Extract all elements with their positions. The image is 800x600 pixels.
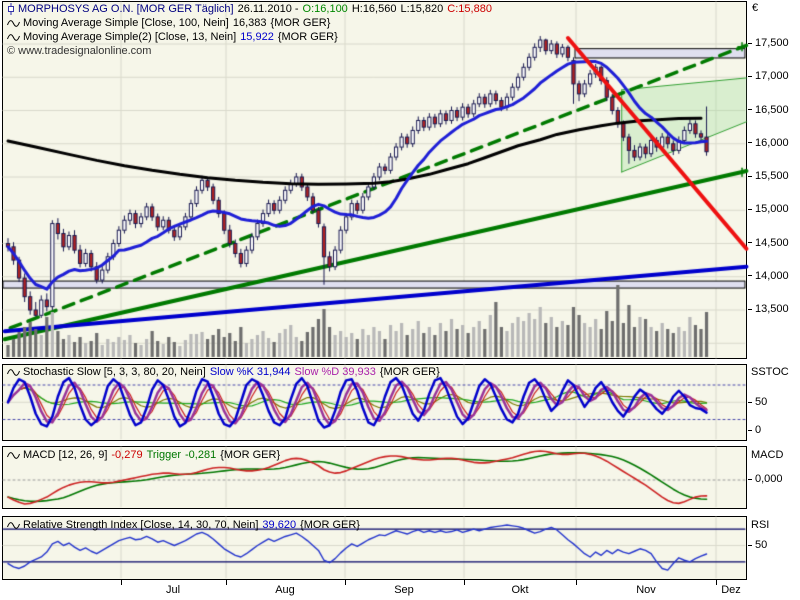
month-tick xyxy=(716,579,717,585)
ma13-label: Moving Average Simple(2) [Close, 13, Nei… xyxy=(23,31,237,43)
symbol-header: MORPHOSYS AG O.N. [MOR GER Täglich] 26.1… xyxy=(7,3,496,15)
y-axis-label: 14,500 xyxy=(748,237,789,249)
month-label: Aug xyxy=(275,584,295,596)
ma13-value: 15,922 xyxy=(240,31,274,43)
stochastic-tick-50: 50 xyxy=(748,396,767,408)
y-axis-label: 15,500 xyxy=(748,170,789,182)
rsi-value: 39,620 xyxy=(262,519,297,531)
rsi-title: Relative Strength Index [Close, 14, 30, … xyxy=(23,519,259,531)
macd-title: MACD [12, 26, 9] xyxy=(23,449,108,461)
month-label: Okt xyxy=(511,584,529,596)
macd-context: {MOR GER} xyxy=(220,449,281,461)
month-tick xyxy=(345,579,346,585)
y-axis-label: 13,500 xyxy=(748,303,789,315)
wave-icon xyxy=(7,33,20,42)
ma100-context: {MOR GER} xyxy=(270,17,331,29)
ma13-context: {MOR GER} xyxy=(277,31,338,43)
month-label: Jul xyxy=(165,584,181,596)
macd-axis-title: MACD xyxy=(751,449,784,461)
stochastic-k-value: Slow %K 31,944 xyxy=(209,366,291,378)
currency-symbol: € xyxy=(752,2,759,14)
rsi-axis-title: RSI xyxy=(751,519,770,531)
stochastic-d-value: Slow %D 39,933 xyxy=(294,366,376,378)
y-axis-label: 17,000 xyxy=(748,70,789,82)
month-tick xyxy=(226,579,227,585)
stochastic-axis-title: SSTOC xyxy=(751,366,789,378)
macd-value: -0,279 xyxy=(111,449,143,461)
y-axis-label: 15,000 xyxy=(748,203,789,215)
stochastic-legend: Stochastic Slow [5, 3, 3, 80, 20, Nein] … xyxy=(7,366,444,378)
wave-icon xyxy=(7,19,20,28)
y-axis-label: 16,000 xyxy=(748,137,789,149)
rsi-context: {MOR GER} xyxy=(300,519,360,531)
month-label: Sep xyxy=(394,584,414,596)
macd-tick-zero: 0,000 xyxy=(748,473,783,485)
macd-legend: MACD [12, 26, 9] -0,279 Trigger -0,281 {… xyxy=(7,449,284,461)
macd-trigger-label: Trigger xyxy=(146,449,182,461)
month-tick xyxy=(464,579,465,585)
y-axis-label: 16,500 xyxy=(748,104,789,116)
rsi-tick-50: 50 xyxy=(748,539,767,551)
wave-icon xyxy=(7,521,20,530)
copyright-note: © www.tradesignalonline.com xyxy=(7,45,152,57)
open-value: O:16,100 xyxy=(302,3,348,15)
ma100-label: Moving Average Simple [Close, 100, Nein] xyxy=(23,17,229,29)
rsi-legend: Relative Strength Index [Close, 14, 30, … xyxy=(7,519,364,531)
ma100-value: 16,383 xyxy=(232,17,267,29)
month-tick xyxy=(576,579,577,585)
y-axis-label: 14,000 xyxy=(748,270,789,282)
symbol-title: MORPHOSYS AG O.N. [MOR GER Täglich] xyxy=(18,3,234,15)
stochastic-tick-0: 0 xyxy=(748,424,761,436)
macd-trigger-value: -0,281 xyxy=(185,449,217,461)
month-label: Nov xyxy=(636,584,656,596)
close-value: C:15,880 xyxy=(447,3,492,15)
wave-icon xyxy=(7,368,20,377)
high-value: H:16,560 xyxy=(351,3,397,15)
low-value: L:15,820 xyxy=(400,3,444,15)
y-axis-label: 17,500 xyxy=(748,37,789,49)
month-tick xyxy=(121,579,122,585)
stochastic-context: {MOR GER} xyxy=(379,366,440,378)
wave-icon xyxy=(7,451,20,460)
stochastic-title: Stochastic Slow [5, 3, 3, 80, 20, Nein] xyxy=(23,366,206,378)
month-label: Dez xyxy=(721,584,741,596)
candlestick-icon xyxy=(7,3,15,15)
quote-date: 26.11.2010 - xyxy=(237,3,299,15)
ma13-legend: Moving Average Simple(2) [Close, 13, Nei… xyxy=(7,31,342,43)
ma100-legend: Moving Average Simple [Close, 100, Nein]… xyxy=(7,17,334,29)
